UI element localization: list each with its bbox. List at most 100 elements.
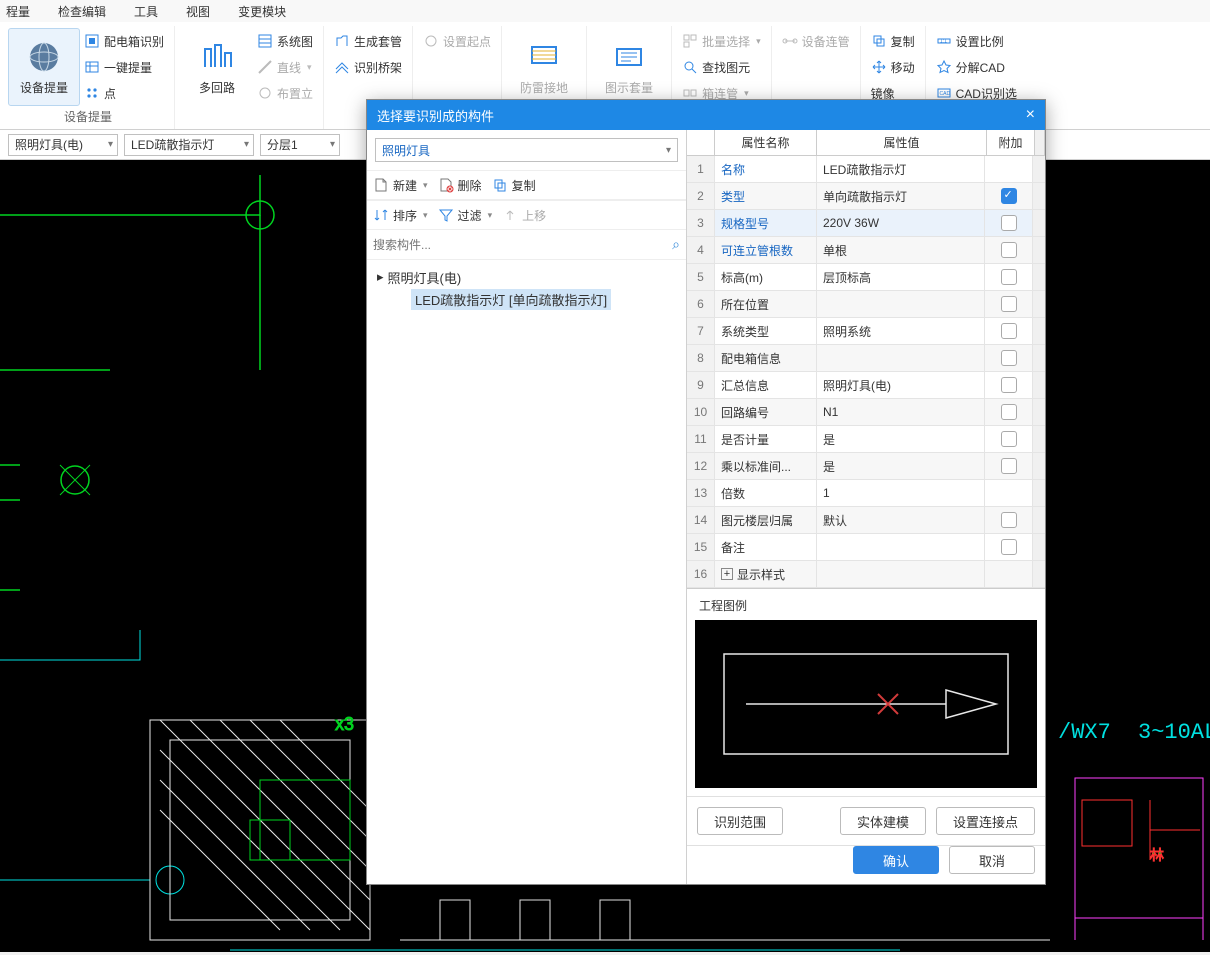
prop-extra[interactable] <box>985 210 1033 236</box>
checkbox[interactable] <box>1001 350 1017 366</box>
generate-sleeve-button[interactable]: 生成套管 <box>330 30 406 52</box>
prop-extra[interactable] <box>985 561 1033 587</box>
menu-item[interactable]: 检查编辑 <box>58 3 106 20</box>
delete-button[interactable]: 删除 <box>438 177 482 194</box>
property-row[interactable]: 1名称LED疏散指示灯 <box>687 156 1045 183</box>
checkbox[interactable] <box>1001 296 1017 312</box>
prop-extra[interactable] <box>985 453 1033 479</box>
prop-value[interactable]: 默认 <box>817 507 985 533</box>
copy-button[interactable]: 复制 <box>492 177 536 194</box>
prop-value[interactable]: 照明系统 <box>817 318 985 344</box>
find-element-button[interactable]: 查找图元 <box>678 56 765 78</box>
prop-value[interactable]: LED疏散指示灯 <box>817 156 985 182</box>
checkbox[interactable] <box>1001 269 1017 285</box>
recognize-tray-button[interactable]: 识别桥架 <box>330 56 406 78</box>
checkbox[interactable] <box>1001 215 1017 231</box>
component-tree[interactable]: ▸ 照明灯具(电) LED疏散指示灯 [单向疏散指示灯] <box>367 260 686 316</box>
new-button[interactable]: 新建▾ <box>373 177 428 194</box>
multi-circuit-button[interactable]: 多回路 <box>181 28 253 106</box>
move-button[interactable]: 移动 <box>867 56 919 78</box>
prop-extra[interactable] <box>985 183 1033 209</box>
property-row[interactable]: 11是否计量是 <box>687 426 1045 453</box>
prop-value[interactable]: N1 <box>817 399 985 425</box>
checkbox[interactable] <box>1001 377 1017 393</box>
menu-item[interactable]: 视图 <box>186 3 210 20</box>
search-icon[interactable]: ⌕ <box>672 236 680 253</box>
set-connection-button[interactable]: 设置连接点 <box>936 807 1035 835</box>
prop-value[interactable]: 层顶标高 <box>817 264 985 290</box>
property-row[interactable]: 13倍数1 <box>687 480 1045 507</box>
checkbox[interactable] <box>1001 323 1017 339</box>
property-row[interactable]: 7系统类型照明系统 <box>687 318 1045 345</box>
checkbox[interactable] <box>1001 539 1017 555</box>
system-diagram-button[interactable]: 系统图 <box>253 30 317 52</box>
explode-cad-button[interactable]: 分解CAD <box>932 56 1021 78</box>
prop-extra[interactable] <box>985 264 1033 290</box>
prop-extra[interactable] <box>985 156 1033 182</box>
prop-extra[interactable] <box>985 399 1033 425</box>
lightning-ground-button[interactable]: 防雷接地 <box>508 28 580 106</box>
checkbox[interactable] <box>1001 242 1017 258</box>
property-row[interactable]: 4可连立管根数单根 <box>687 237 1045 264</box>
point-button[interactable]: 点 <box>80 82 168 104</box>
prop-extra[interactable] <box>985 426 1033 452</box>
property-row[interactable]: 8配电箱信息 <box>687 345 1045 372</box>
prop-value[interactable]: 照明灯具(电) <box>817 372 985 398</box>
dialog-titlebar[interactable]: 选择要识别成的构件 × <box>367 100 1045 130</box>
prop-value[interactable] <box>817 561 985 587</box>
set-scale-button[interactable]: 1:1设置比例 <box>932 30 1021 52</box>
prop-extra[interactable] <box>985 534 1033 560</box>
entity-model-button[interactable]: 实体建模 <box>840 807 926 835</box>
property-row[interactable]: 5标高(m)层顶标高 <box>687 264 1045 291</box>
checkbox[interactable] <box>1001 188 1017 204</box>
property-row[interactable]: 2类型单向疏散指示灯 <box>687 183 1045 210</box>
menu-item[interactable]: 程量 <box>6 3 30 20</box>
property-row[interactable]: 12乘以标准间...是 <box>687 453 1045 480</box>
sort-button[interactable]: 排序▾ <box>373 207 428 224</box>
cancel-button[interactable]: 取消 <box>949 846 1035 874</box>
copy-button[interactable]: 复制 <box>867 30 919 52</box>
close-icon[interactable]: × <box>1026 106 1035 124</box>
property-row[interactable]: 9汇总信息照明灯具(电) <box>687 372 1045 399</box>
device-extract-button[interactable]: 设备提量 <box>8 28 80 106</box>
checkbox[interactable] <box>1001 458 1017 474</box>
checkbox[interactable] <box>1001 404 1017 420</box>
component-type-combo[interactable]: 照明灯具 <box>375 138 678 162</box>
checkbox[interactable] <box>1001 431 1017 447</box>
property-row[interactable]: 10回路编号N1 <box>687 399 1045 426</box>
property-row[interactable]: 14图元楼层归属默认 <box>687 507 1045 534</box>
diagram-extract-button[interactable]: 图示套量 <box>593 28 665 106</box>
prop-extra[interactable] <box>985 372 1033 398</box>
prop-extra[interactable] <box>985 480 1033 506</box>
prop-value[interactable] <box>817 534 985 560</box>
prop-value[interactable]: 是 <box>817 453 985 479</box>
prop-extra[interactable] <box>985 237 1033 263</box>
property-row[interactable]: 16+显示样式 <box>687 561 1045 588</box>
ok-button[interactable]: 确认 <box>853 846 939 874</box>
property-table[interactable]: 1名称LED疏散指示灯2类型单向疏散指示灯3规格型号220V 36W4可连立管根… <box>687 156 1045 588</box>
prop-extra[interactable] <box>985 345 1033 371</box>
panel-recognize-button[interactable]: 配电箱识别 <box>80 30 168 52</box>
tree-root[interactable]: ▸ 照明灯具(电) <box>371 266 682 288</box>
menu-item[interactable]: 工具 <box>134 3 158 20</box>
checkbox[interactable] <box>1001 512 1017 528</box>
prop-extra[interactable] <box>985 291 1033 317</box>
property-row[interactable]: 15备注 <box>687 534 1045 561</box>
property-row[interactable]: 6所在位置 <box>687 291 1045 318</box>
tree-item[interactable]: LED疏散指示灯 [单向疏散指示灯] <box>371 288 682 310</box>
filter-button[interactable]: 过滤▾ <box>438 207 493 224</box>
prop-value[interactable]: 220V 36W <box>817 210 985 236</box>
prop-extra[interactable] <box>985 318 1033 344</box>
recognize-range-button[interactable]: 识别范围 <box>697 807 783 835</box>
prop-value[interactable]: 是 <box>817 426 985 452</box>
search-input[interactable] <box>373 238 672 252</box>
one-click-extract-button[interactable]: 一键提量 <box>80 56 168 78</box>
prop-value[interactable] <box>817 345 985 371</box>
prop-value[interactable]: 单向疏散指示灯 <box>817 183 985 209</box>
menu-item[interactable]: 变更模块 <box>238 3 286 20</box>
prop-extra[interactable] <box>985 507 1033 533</box>
prop-value[interactable] <box>817 291 985 317</box>
prop-value[interactable]: 1 <box>817 480 985 506</box>
property-row[interactable]: 3规格型号220V 36W <box>687 210 1045 237</box>
prop-value[interactable]: 单根 <box>817 237 985 263</box>
